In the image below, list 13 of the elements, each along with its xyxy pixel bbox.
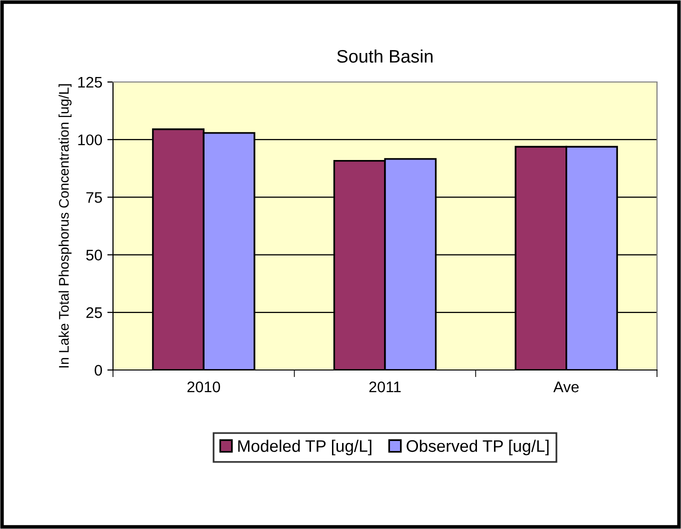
- y-tick-label: 100: [78, 134, 102, 146]
- y-axis-title: In Lake Total Phosphorus Concentration [ug/L]: [58, 84, 72, 368]
- legend-label: Modeled TP [ug/L]: [238, 440, 372, 456]
- x-tick-label: 2011: [369, 382, 401, 392]
- y-tick-label: 75: [86, 192, 102, 203]
- x-tick-label: Ave: [553, 382, 579, 392]
- x-tick-label: 2010: [187, 382, 220, 392]
- y-tick-label: 50: [86, 250, 102, 260]
- chart-title: South Basin: [337, 49, 433, 63]
- legend-label: Observed TP [ug/L]: [406, 440, 549, 456]
- y-tick-label: 125: [78, 76, 102, 88]
- y-tick-label: 25: [86, 307, 102, 318]
- y-tick-label: 0: [94, 364, 102, 376]
